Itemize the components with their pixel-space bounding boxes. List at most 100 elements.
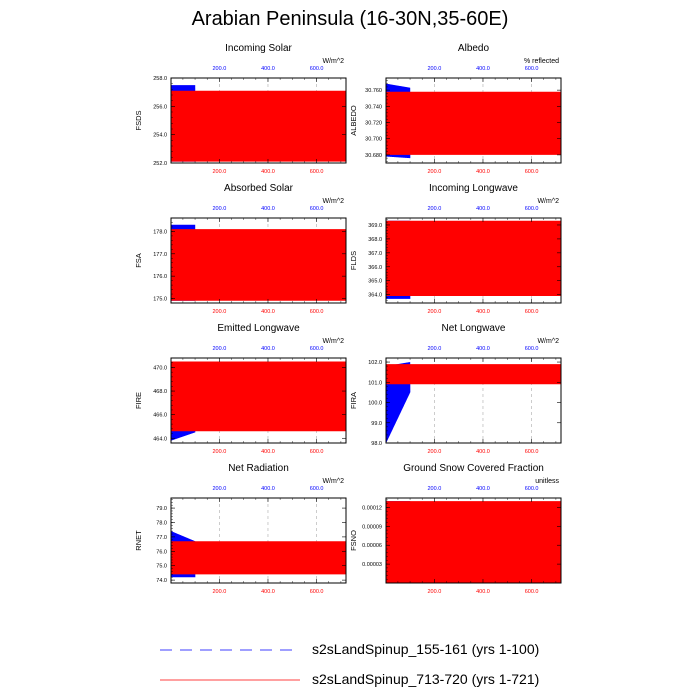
x-tick-label-top: 200.0	[212, 66, 226, 72]
chart-title: Absorbed Solar	[224, 183, 294, 194]
x-tick-label-bottom: 400.0	[261, 589, 275, 595]
x-tick-label-top: 200.0	[427, 66, 441, 72]
series-line-1	[171, 531, 196, 578]
x-tick-label-top: 600.0	[525, 66, 539, 72]
series-line-2	[386, 91, 561, 155]
series-line-1	[171, 224, 196, 301]
x-tick-label-bottom: 200.0	[427, 169, 441, 175]
y-tick-label: 76.0	[156, 549, 167, 555]
x-tick-label-top: 400.0	[261, 206, 275, 212]
y-tick-label: 30.680	[365, 153, 382, 159]
plot-frame	[170, 77, 347, 164]
series-group	[386, 501, 561, 583]
series-line-2	[386, 364, 561, 385]
x-tick-label-top: 600.0	[310, 66, 324, 72]
series-group	[171, 361, 346, 441]
y-tick-label: 368.0	[368, 237, 382, 243]
y-axis-label: FLDS	[349, 251, 358, 270]
series-band-2	[171, 231, 346, 240]
y-tick-label: 101.0	[368, 380, 382, 386]
series-band-2	[386, 109, 561, 129]
y-tick-label: 0.00006	[362, 543, 382, 549]
x-tick-label-bottom: 200.0	[212, 169, 226, 175]
y-axis-label: RNET	[134, 530, 143, 551]
y-tick-label: 74.0	[156, 578, 167, 584]
chart-title: Emitted Longwave	[217, 323, 300, 334]
y-tick-label: 0.00003	[362, 562, 382, 568]
y-tick-label: 102.0	[368, 360, 382, 366]
y-tick-label: 30.760	[365, 88, 382, 94]
plot-frame	[170, 217, 347, 304]
legend-label-2: s2sLandSpinup_713-720 (yrs 1-721)	[312, 671, 540, 687]
series-line-2	[386, 220, 561, 297]
y-axis-label: FIRA	[349, 392, 358, 409]
x-tick-label-bottom: 200.0	[212, 309, 226, 315]
legend-swatch-1	[160, 649, 300, 651]
x-tick-label-top: 200.0	[427, 486, 441, 492]
x-tick-label-top: 600.0	[525, 206, 539, 212]
series-group	[171, 224, 346, 301]
series-line-1	[386, 83, 411, 159]
chart-title: Incoming Solar	[225, 43, 292, 54]
series-band-2	[171, 546, 346, 553]
y-axis-label: FIRE	[134, 392, 143, 409]
x-tick-label-bottom: 600.0	[310, 449, 324, 455]
y-tick-label: 464.0	[153, 436, 167, 442]
chart-title: Incoming Longwave	[429, 183, 518, 194]
plot-frame	[385, 77, 562, 164]
x-tick-label-top: 600.0	[525, 486, 539, 492]
legend-swatch-2	[160, 679, 300, 681]
y-tick-label: 78.0	[156, 520, 167, 526]
x-tick-label-top: 400.0	[476, 486, 490, 492]
series-group	[386, 83, 561, 159]
legend-label-1: s2sLandSpinup_155-161 (yrs 1-100)	[312, 641, 540, 657]
chart-units: W/m^2	[322, 58, 344, 65]
y-axis-label: FSDS	[134, 110, 143, 130]
y-tick-label: 364.0	[368, 293, 382, 299]
x-tick-label-top: 600.0	[310, 486, 324, 492]
x-tick-label-top: 400.0	[476, 66, 490, 72]
x-tick-label-top: 200.0	[427, 206, 441, 212]
y-tick-label: 177.0	[153, 252, 167, 258]
x-tick-label-bottom: 600.0	[525, 589, 539, 595]
x-tick-label-bottom: 600.0	[310, 589, 324, 595]
plot-frame	[385, 217, 562, 304]
x-tick-label-top: 200.0	[212, 486, 226, 492]
x-tick-label-top: 200.0	[212, 346, 226, 352]
chart-title: Albedo	[458, 43, 490, 54]
y-tick-label: 30.720	[365, 121, 382, 127]
y-tick-label: 470.0	[153, 365, 167, 371]
page-title: Arabian Peninsula (16-30N,35-60E)	[191, 8, 509, 30]
x-tick-label-bottom: 200.0	[212, 449, 226, 455]
y-axis-label: FSA	[134, 253, 143, 268]
y-tick-label: 369.0	[368, 223, 382, 229]
series-group	[171, 531, 346, 578]
y-tick-label: 0.00009	[362, 524, 382, 530]
y-tick-label: 0.00012	[362, 505, 382, 511]
y-tick-label: 466.0	[153, 413, 167, 419]
x-tick-label-bottom: 400.0	[476, 309, 490, 315]
x-tick-label-bottom: 200.0	[212, 589, 226, 595]
chart-title: Net Longwave	[442, 323, 506, 334]
series-line-2	[171, 541, 346, 575]
x-tick-label-bottom: 600.0	[525, 309, 539, 315]
y-tick-label: 30.740	[365, 104, 382, 110]
plot-frame	[385, 357, 562, 444]
chart-units: W/m^2	[537, 338, 559, 345]
x-tick-label-top: 200.0	[427, 346, 441, 352]
x-tick-label-bottom: 400.0	[476, 589, 490, 595]
y-axis-label: FSNO	[349, 530, 358, 551]
y-tick-label: 252.0	[153, 161, 167, 167]
series-line-2	[171, 90, 346, 162]
chart-units: % reflected	[524, 58, 559, 65]
series-line-1	[171, 85, 196, 162]
x-tick-label-top: 400.0	[261, 486, 275, 492]
x-tick-label-top: 400.0	[261, 346, 275, 352]
x-tick-label-top: 600.0	[525, 346, 539, 352]
x-tick-label-bottom: 400.0	[476, 449, 490, 455]
y-tick-label: 175.0	[153, 297, 167, 303]
series-band-2	[386, 369, 561, 375]
chart-panel-3: Absorbed Solar W/m^2 FSA 175.0 176.0 177.0 178…	[134, 183, 347, 315]
x-tick-label-top: 200.0	[212, 206, 226, 212]
chart-panel-7: Net Radiation W/m^2 RNET 74.0 75.0 76.0 77.0 78…	[134, 463, 347, 595]
